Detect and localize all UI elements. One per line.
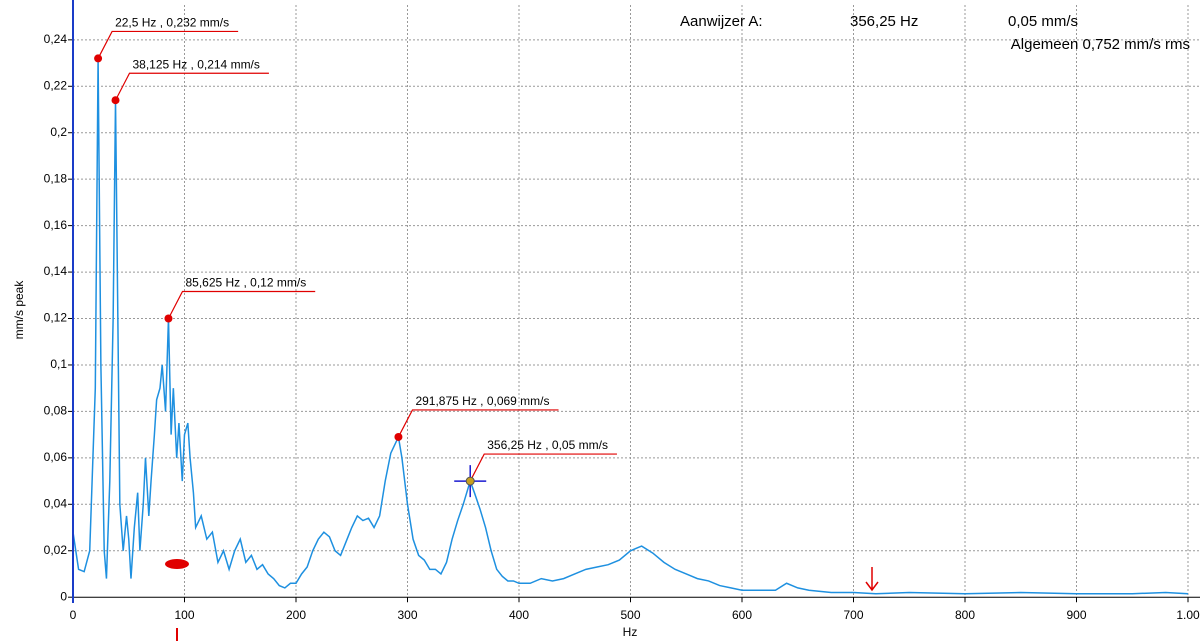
plot <box>72 58 1189 595</box>
y-tick-label: 0,18 <box>44 171 68 185</box>
y-tick-label: 0,04 <box>44 496 68 510</box>
x-tick-label: 800 <box>955 608 975 622</box>
peak-label: 85,625 Hz , 0,12 mm/s <box>185 276 306 290</box>
peak-marker <box>111 96 120 105</box>
peak-leader <box>97 30 239 59</box>
y-tick-label: 0,2 <box>50 125 67 139</box>
y-tick-label: 0,1 <box>50 357 67 371</box>
peak-leader <box>397 409 559 438</box>
y-tick-label: 0,12 <box>44 311 68 325</box>
cursor-leader <box>469 453 617 482</box>
x-axis-label: Hz <box>623 625 638 639</box>
grid <box>73 5 1200 598</box>
peak-leader <box>114 72 269 101</box>
marker-ellipse <box>165 559 189 569</box>
x-tick-label: 400 <box>509 608 529 622</box>
x-tick-label: 1.00 <box>1176 608 1200 622</box>
peak-marker <box>394 432 403 441</box>
y-axis-label: mm/s peak <box>12 280 26 340</box>
y-tick-label: 0,02 <box>44 543 68 557</box>
x-tick-label: 0 <box>70 608 77 622</box>
y-tick-label: 0,16 <box>44 218 68 232</box>
x-tick-label: 300 <box>397 608 417 622</box>
peak-leader <box>167 290 316 319</box>
x-tick-label: 900 <box>1066 608 1086 622</box>
red-arrow <box>865 567 879 592</box>
y-tick-label: 0,08 <box>44 404 68 418</box>
spectrum-line <box>72 58 1189 595</box>
cursor-amp: 0,05 mm/s <box>1008 13 1078 30</box>
x-tick-label: 100 <box>174 608 194 622</box>
cursor-freq: 356,25 Hz <box>850 13 918 30</box>
peak-label: 38,125 Hz , 0,214 mm/s <box>133 57 260 71</box>
y-tick-label: 0,24 <box>44 32 68 46</box>
y-tick-label: 0,06 <box>44 450 68 464</box>
cursor-label: Aanwijzer A: <box>680 13 763 30</box>
cursor-marker <box>465 476 475 486</box>
peak-label: 291,875 Hz , 0,069 mm/s <box>415 394 549 408</box>
y-tick-label: 0,22 <box>44 78 68 92</box>
peak-label: 22,5 Hz , 0,232 mm/s <box>115 16 229 30</box>
cursor-label: 356,25 Hz , 0,05 mm/s <box>487 438 608 452</box>
y-tick-label: 0,14 <box>44 264 68 278</box>
x-tick-label: 200 <box>286 608 306 622</box>
peak-marker <box>94 54 103 63</box>
x-tick-label: 600 <box>732 608 752 622</box>
y-tick-label: 0 <box>60 589 67 603</box>
x-tick-label: 700 <box>843 608 863 622</box>
overall: Algemeen 0,752 mm/s rms <box>1011 36 1190 53</box>
peak-marker <box>164 314 173 323</box>
x-tick-label: 500 <box>620 608 640 622</box>
